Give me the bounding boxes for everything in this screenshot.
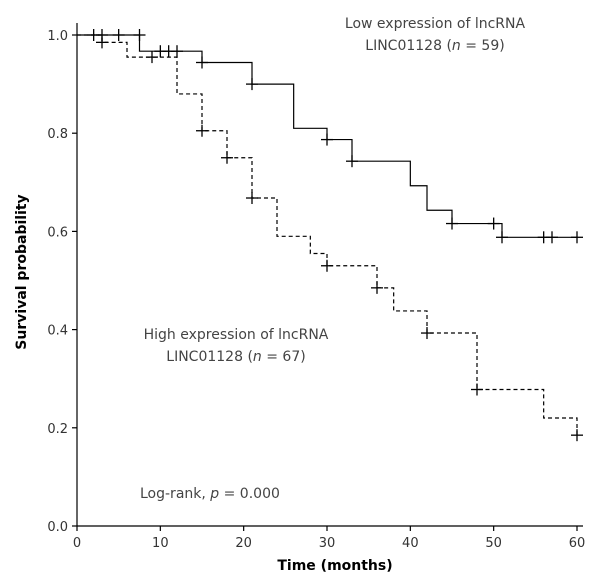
- low-censor-mark: [571, 231, 583, 244]
- low-censor-mark: [546, 231, 558, 244]
- low-expression-label-prefix: LINC01128 (: [365, 38, 452, 54]
- high-expression-label-line1: High expression of lncRNA: [144, 327, 329, 343]
- logrank-label: Log-rank, p = 0.000: [140, 486, 280, 502]
- low-censor-mark: [496, 231, 508, 244]
- low-expression-label-line2: LINC01128 (n = 59): [365, 38, 504, 54]
- y-tick-label: 0.0: [47, 520, 68, 535]
- x-tick-label: 0: [73, 536, 81, 551]
- high-expression-label-n: n: [253, 349, 262, 365]
- axes: [76, 23, 583, 527]
- high-censor-mark: [246, 192, 258, 205]
- x-tick-label: 10: [152, 536, 169, 551]
- logrank-suffix: = 0.000: [219, 486, 280, 502]
- low-expression-label-suffix: = 59): [461, 38, 505, 54]
- censor-marks: [87, 29, 583, 442]
- x-tick-label: 20: [235, 536, 252, 551]
- y-tick-label: 0.2: [47, 422, 68, 437]
- x-tick-label: 50: [485, 536, 502, 551]
- x-tick-label: 60: [569, 536, 586, 551]
- high-censor-mark: [221, 151, 233, 164]
- low-censor-mark: [321, 133, 333, 146]
- high-censor-mark: [371, 281, 383, 294]
- y-tick-label: 0.4: [47, 324, 68, 339]
- high-censor-mark: [96, 36, 108, 49]
- y-axis-title: Survival probability: [14, 194, 30, 349]
- x-axis-title: Time (months): [277, 558, 392, 574]
- y-tick-label: 0.8: [47, 127, 68, 142]
- y-tick-label: 1.0: [47, 29, 68, 44]
- high-censor-mark: [146, 51, 158, 64]
- y-tick-label: 0.6: [47, 225, 68, 240]
- high-censor-mark: [571, 429, 583, 442]
- high-expression-label-line2: LINC01128 (n = 67): [166, 349, 305, 365]
- low-expression-label-n: n: [452, 38, 461, 54]
- low-censor-mark: [196, 56, 208, 69]
- low-censor-mark: [171, 45, 183, 58]
- high-expression-label-suffix: = 67): [262, 349, 306, 365]
- low-censor-mark: [112, 29, 125, 41]
- low-censor-mark: [246, 78, 258, 91]
- logrank-p: p: [209, 486, 219, 502]
- high-censor-mark: [196, 124, 208, 137]
- x-tick-label: 40: [402, 536, 419, 551]
- low-censor-mark: [446, 217, 458, 230]
- low-censor-mark: [346, 155, 358, 168]
- x-tick-label: 30: [319, 536, 336, 551]
- low-censor-mark: [487, 217, 500, 230]
- ticks: 0 10 20 30 40 50 60 0.0 0.2 0.4 0.6 0.8 1.0: [47, 29, 585, 551]
- logrank-prefix: Log-rank,: [140, 486, 210, 502]
- high-censor-mark: [421, 327, 433, 340]
- high-censor-mark: [321, 259, 333, 272]
- high-expression-label-prefix: LINC01128 (: [166, 349, 253, 365]
- high-censor-mark: [471, 383, 483, 396]
- low-censor-mark: [133, 29, 146, 41]
- low-expression-label-line1: Low expression of lncRNA: [345, 16, 526, 32]
